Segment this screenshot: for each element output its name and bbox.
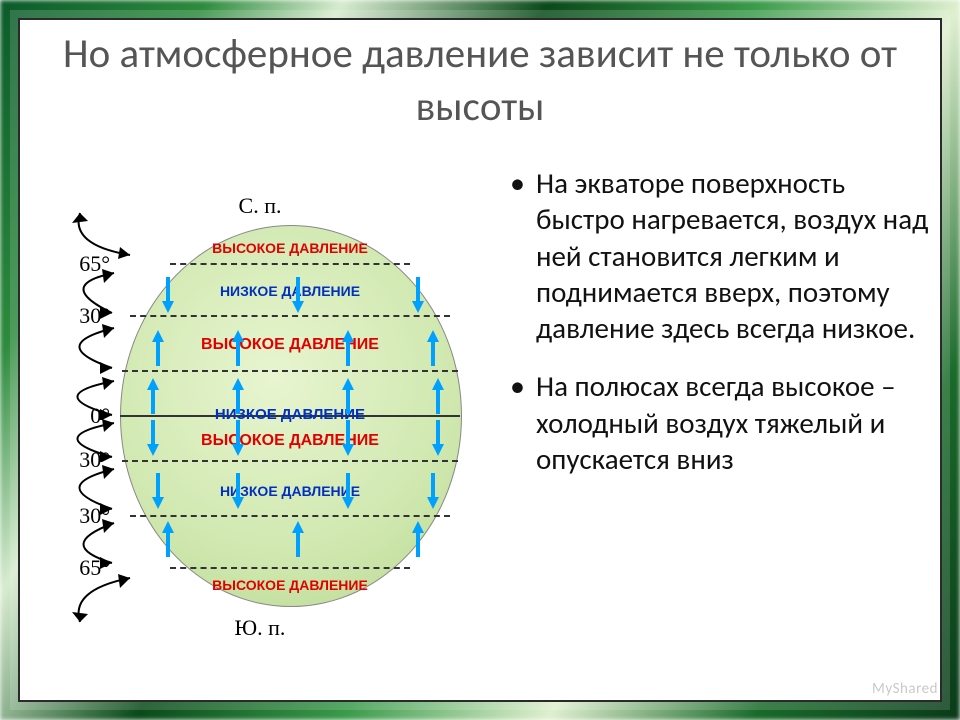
content-area: С. п. Ю. п. 65° 30° 0° 30° 30° 65° ВЫСОК…	[20, 170, 940, 700]
vert-arrow-down	[150, 473, 166, 509]
south-pole-label: Ю. п.	[230, 615, 290, 641]
lat-line	[122, 460, 458, 462]
bullet-list: На экваторе поверхность быстро нагревает…	[500, 165, 930, 499]
lat-line	[130, 515, 450, 517]
watermark: MyShared	[872, 680, 938, 698]
vert-arrow-down	[230, 473, 246, 509]
circulation-arrow	[50, 205, 150, 265]
pressure-zones-diagram: С. п. Ю. п. 65° 30° 0° 30° 30° 65° ВЫСОК…	[30, 185, 490, 645]
lat-line	[170, 263, 410, 265]
vert-arrow-up	[430, 378, 446, 414]
circulation-arrow	[34, 265, 124, 320]
lat-line	[122, 370, 458, 372]
vert-arrow-up	[160, 521, 176, 557]
circulation-arrow	[22, 417, 122, 462]
vert-arrow-down	[145, 420, 161, 456]
vert-arrow-up	[145, 378, 161, 414]
vert-arrow-up	[230, 378, 246, 414]
vert-arrow-up	[230, 330, 246, 366]
north-pole-label: С. п.	[230, 193, 290, 219]
slide-title: Но атмосферное давление зависит не тольк…	[20, 28, 940, 135]
band-high: ВЫСОКОЕ ДАВЛЕНИЕ	[125, 432, 455, 450]
vert-arrow-up	[290, 521, 306, 557]
band-high: ВЫСОКОЕ ДАВЛЕНИЕ	[125, 577, 455, 593]
band-low: НИЗКОЕ ДАВЛЕНИЕ	[125, 483, 455, 499]
vert-arrow-down	[160, 277, 176, 313]
vert-arrow-up	[410, 521, 426, 557]
band-high: ВЫСОКОЕ ДАВЛЕНИЕ	[125, 240, 455, 256]
vert-arrow-down	[430, 420, 446, 456]
slide-frame: Но атмосферное давление зависит не тольк…	[18, 18, 942, 702]
circulation-arrow	[34, 515, 124, 570]
circulation-arrow	[50, 570, 150, 630]
vert-arrow-down	[340, 420, 356, 456]
circulation-arrow	[22, 375, 122, 420]
vert-arrow-down	[290, 277, 306, 313]
vert-arrow-up	[150, 330, 166, 366]
vert-arrow-down	[230, 420, 246, 456]
circulation-arrow	[26, 320, 122, 375]
band-high: ВЫСОКОЕ ДАВЛЕНИЕ	[125, 336, 455, 354]
vert-arrow-up	[340, 378, 356, 414]
lat-line	[170, 567, 410, 569]
vert-arrow-down	[410, 277, 426, 313]
circulation-arrow	[26, 461, 122, 516]
vert-arrow-up	[425, 330, 441, 366]
band-low: НИЗКОЕ ДАВЛЕНИЕ	[125, 406, 455, 423]
vert-arrow-down	[340, 473, 356, 509]
lat-line	[130, 315, 450, 317]
vert-arrow-down	[425, 473, 441, 509]
bullet-item: На полюсах всегда высокое – холодный воз…	[500, 368, 930, 477]
vert-arrow-up	[340, 330, 356, 366]
bullet-item: На экваторе поверхность быстро нагревает…	[500, 165, 930, 346]
